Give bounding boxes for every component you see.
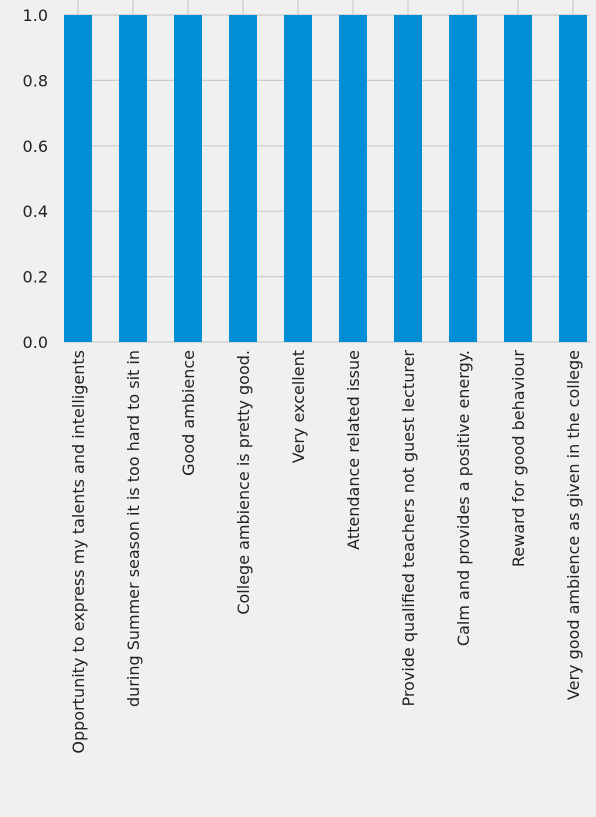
bar bbox=[229, 15, 257, 342]
bar bbox=[504, 15, 532, 342]
x-tick-label: Calm and provides a positive energy. bbox=[454, 350, 473, 646]
x-tick-label: Attendance related issue bbox=[344, 350, 363, 550]
bars bbox=[64, 15, 587, 342]
bar bbox=[174, 15, 202, 342]
x-tick-label: Opportunity to express my talents and in… bbox=[69, 350, 88, 754]
x-tick-label: Good ambience bbox=[179, 350, 198, 476]
x-axis-ticks: Opportunity to express my talents and in… bbox=[69, 350, 583, 754]
y-tick-label: 0.8 bbox=[23, 71, 48, 90]
y-axis-ticks: 0.0 0.2 0.4 0.6 0.8 1.0 bbox=[23, 6, 48, 352]
x-tick-label: Very excellent bbox=[289, 350, 308, 463]
bar bbox=[64, 15, 92, 342]
y-tick-label: 0.0 bbox=[23, 333, 48, 352]
y-tick-label: 1.0 bbox=[23, 6, 48, 25]
bar bbox=[339, 15, 367, 342]
x-tick-label: Very good ambience as given in the colle… bbox=[564, 350, 583, 700]
y-tick-label: 0.6 bbox=[23, 137, 48, 156]
bar bbox=[449, 15, 477, 342]
x-tick-label: Reward for good behaviour bbox=[509, 350, 528, 568]
bar bbox=[284, 15, 312, 342]
x-tick-label: College ambience is pretty good. bbox=[234, 350, 253, 615]
bar bbox=[394, 15, 422, 342]
bar bbox=[559, 15, 587, 342]
bar bbox=[119, 15, 147, 342]
y-tick-label: 0.4 bbox=[23, 202, 48, 221]
x-tick-label: during Summer season it is too hard to s… bbox=[124, 350, 143, 707]
y-tick-label: 0.2 bbox=[23, 268, 48, 287]
x-tick-label: Provide qualified teachers not guest lec… bbox=[399, 350, 418, 707]
